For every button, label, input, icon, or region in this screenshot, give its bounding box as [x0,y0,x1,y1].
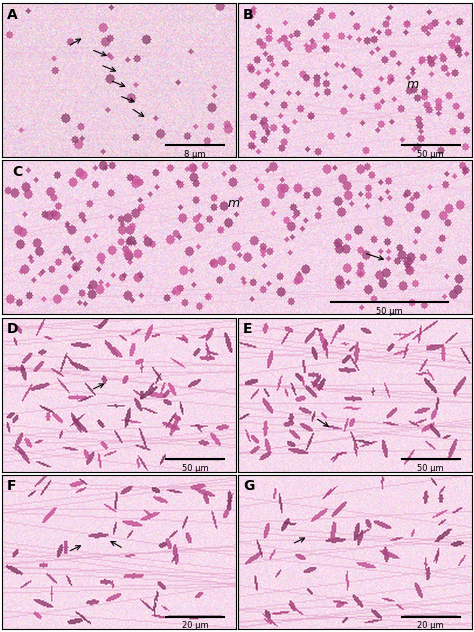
Text: D: D [7,322,18,336]
Text: 50 μm: 50 μm [182,464,208,473]
Text: m: m [228,197,240,210]
Text: C: C [12,165,22,179]
Text: 50 μm: 50 μm [418,150,444,159]
Text: 20 μm: 20 μm [418,621,444,630]
Text: 50 μm: 50 μm [376,307,403,316]
Text: E: E [243,322,252,336]
Text: F: F [7,480,17,494]
Text: A: A [7,8,18,21]
Text: m: m [406,78,419,91]
Text: B: B [243,8,254,21]
Text: 50 μm: 50 μm [418,464,444,473]
Text: G: G [243,480,254,494]
Text: 20 μm: 20 μm [182,621,208,630]
Text: 8 μm: 8 μm [184,150,206,159]
